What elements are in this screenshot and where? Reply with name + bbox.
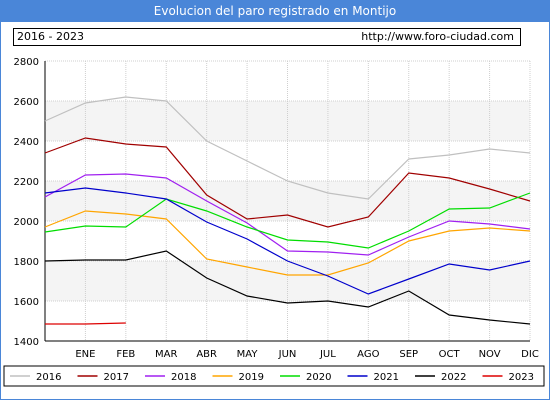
series-line-2022 (44, 250, 531, 325)
x-tick-label: ABR (196, 349, 217, 360)
x-tick-label: FEB (116, 349, 135, 360)
x-tick-label: NOV (479, 349, 501, 360)
legend-label-2022: 2022 (441, 372, 466, 383)
series-line-2023 (45, 322, 126, 325)
series-line-2021 (44, 187, 531, 295)
y-tick-label: 2200 (14, 177, 39, 188)
legend-box (3, 365, 545, 387)
y-tick-label: 1600 (14, 297, 39, 308)
series-line-2018 (44, 173, 531, 256)
x-tick-label: SEP (399, 349, 418, 360)
x-tick-label: MAY (237, 349, 259, 360)
x-tick-label: JUN (278, 349, 297, 360)
legend-label-2017: 2017 (104, 372, 129, 383)
series-line-2020 (44, 192, 531, 249)
y-tick-label: 2000 (14, 217, 39, 228)
series-line-2016 (44, 96, 531, 200)
series-line-2017 (44, 137, 531, 228)
legend-label-2020: 2020 (306, 372, 331, 383)
source-url[interactable]: http://www.foro-ciudad.com (361, 30, 514, 43)
x-tick-label: DIC (521, 349, 539, 360)
series-line-2019 (44, 210, 531, 276)
y-tick-label: 1800 (14, 257, 39, 268)
x-tick-label: OCT (439, 349, 461, 360)
x-tick-label: JUL (319, 349, 336, 360)
period-label: 2016 - 2023 (17, 30, 84, 43)
legend-label-2021: 2021 (374, 372, 399, 383)
y-tick-label: 1400 (14, 337, 39, 348)
y-tick-label: 2800 (14, 57, 39, 68)
x-tick-label: AGO (357, 349, 379, 360)
y-tick-label: 2600 (14, 97, 39, 108)
x-tick-label: MAR (155, 349, 177, 360)
legend-label-2016: 2016 (36, 372, 61, 383)
legend-label-2018: 2018 (171, 372, 196, 383)
chart-title: Evolucion del paro registrado en Montijo (1, 1, 549, 22)
legend-label-2019: 2019 (239, 372, 264, 383)
legend-label-2023: 2023 (509, 372, 534, 383)
y-tick-label: 2400 (14, 137, 39, 148)
info-bar: 2016 - 2023 http://www.foro-ciudad.com (13, 28, 521, 46)
x-tick-label: ENE (75, 349, 95, 360)
